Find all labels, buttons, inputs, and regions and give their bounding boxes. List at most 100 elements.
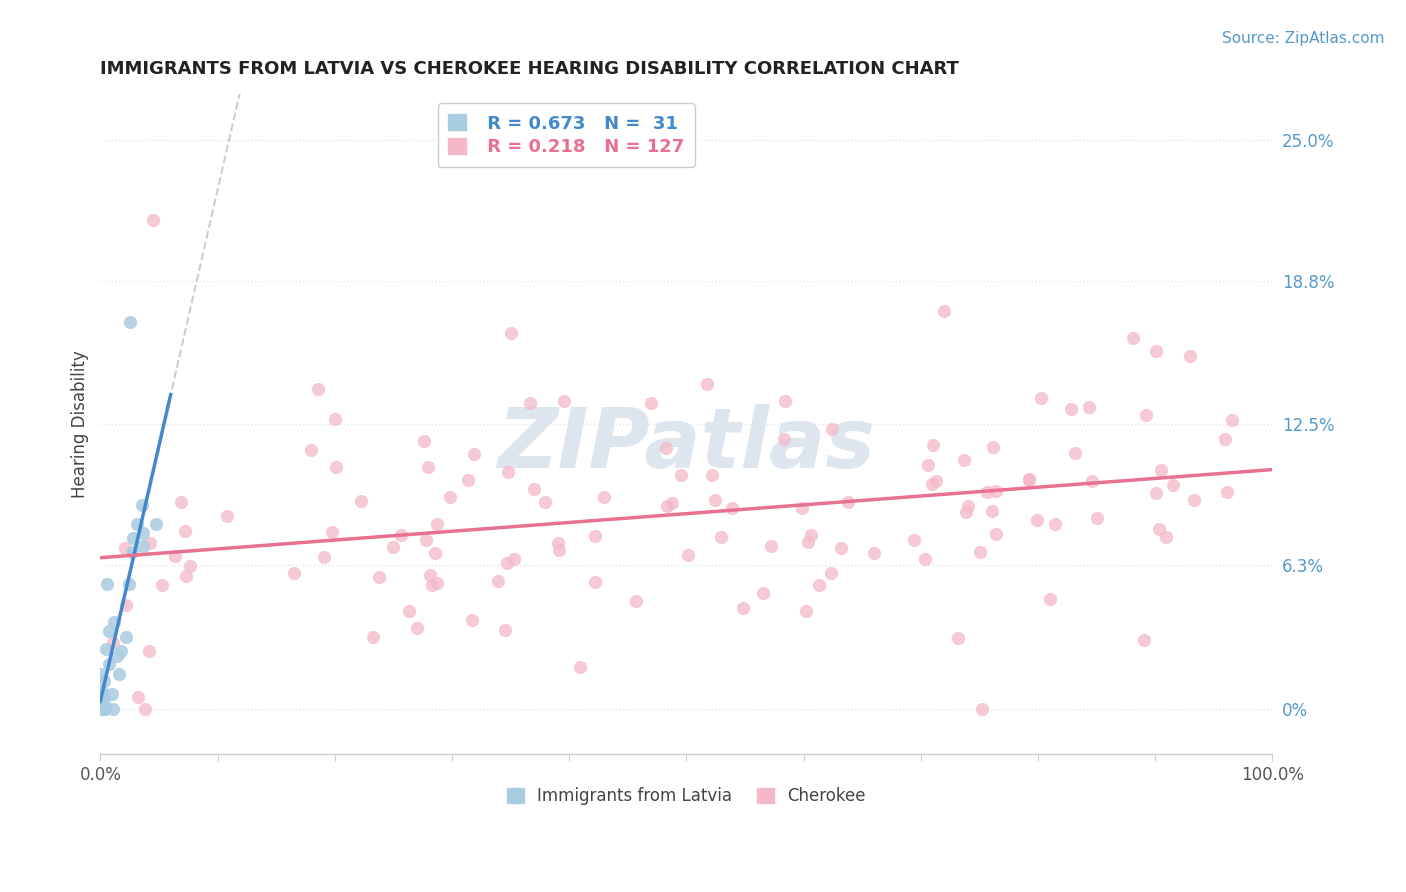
Point (90, 702, 112, 716)
Point (502, 552, 524, 566)
Point (1077, 400, 1099, 414)
Text: Source: ZipAtlas.com: Source: ZipAtlas.com (1222, 31, 1385, 46)
Point (1080, 474, 1102, 488)
Point (101, 687, 124, 701)
Point (1064, 446, 1087, 460)
Point (93, 688, 115, 702)
Point (108, 667, 131, 681)
Point (406, 621, 429, 635)
Point (103, 615, 125, 630)
Point (132, 526, 155, 541)
Point (307, 382, 329, 396)
Point (215, 508, 238, 523)
Point (323, 412, 346, 426)
Point (830, 541, 852, 555)
Point (957, 499, 980, 513)
Point (696, 377, 718, 392)
Point (125, 516, 148, 531)
Point (934, 303, 956, 318)
Point (553, 394, 575, 409)
Point (583, 575, 606, 590)
Point (1163, 478, 1185, 492)
Point (127, 690, 149, 704)
Point (955, 504, 977, 518)
Point (418, 459, 440, 474)
Point (91, 685, 114, 699)
Point (117, 576, 139, 591)
Point (368, 569, 391, 583)
Point (170, 494, 193, 508)
Point (1182, 493, 1205, 508)
Point (139, 536, 162, 550)
Point (419, 567, 441, 582)
Point (174, 524, 197, 539)
Point (1085, 510, 1108, 524)
Point (134, 702, 156, 716)
Point (624, 593, 647, 607)
Point (710, 530, 733, 544)
Point (523, 482, 546, 496)
Point (425, 546, 447, 560)
Y-axis label: Hearing Disability: Hearing Disability (72, 351, 89, 499)
Point (548, 543, 571, 558)
Point (499, 326, 522, 341)
Point (91, 702, 114, 716)
Point (439, 490, 461, 504)
Point (790, 500, 813, 515)
Point (917, 458, 939, 472)
Point (1122, 331, 1144, 345)
Point (519, 395, 541, 409)
Point (495, 556, 517, 570)
Point (922, 437, 945, 451)
Point (463, 446, 485, 460)
Point (94, 641, 117, 656)
Point (862, 546, 884, 560)
Point (283, 566, 305, 580)
Point (1144, 344, 1167, 359)
Point (138, 644, 160, 658)
Point (415, 533, 437, 547)
Point (720, 501, 742, 516)
Point (426, 576, 449, 591)
Point (115, 599, 138, 613)
Point (145, 517, 167, 532)
Point (533, 495, 555, 509)
Point (703, 493, 725, 508)
Point (101, 636, 124, 650)
Point (350, 493, 373, 508)
Point (1150, 463, 1173, 477)
Point (984, 484, 1007, 499)
Point (903, 533, 925, 548)
Point (1180, 349, 1202, 363)
Point (981, 440, 1004, 454)
Point (655, 500, 678, 514)
Legend: Immigrants from Latvia, Cherokee: Immigrants from Latvia, Cherokee (501, 780, 872, 812)
Point (150, 578, 173, 592)
Point (122, 531, 145, 545)
Point (91, 702, 114, 716)
Point (700, 467, 723, 482)
Point (90, 666, 112, 681)
Point (821, 422, 844, 436)
Point (494, 623, 516, 637)
Point (110, 644, 132, 658)
Point (94, 702, 117, 716)
Point (118, 315, 141, 329)
Point (496, 465, 519, 479)
Point (93, 673, 115, 688)
Point (121, 545, 143, 559)
Point (91, 699, 114, 714)
Point (837, 494, 859, 508)
Point (914, 552, 936, 566)
Point (976, 485, 998, 500)
Point (1018, 473, 1040, 487)
Point (820, 566, 842, 581)
Point (759, 539, 782, 553)
Point (382, 541, 405, 555)
Point (1222, 413, 1244, 427)
Point (114, 541, 136, 556)
Point (773, 393, 796, 408)
Point (486, 574, 509, 589)
Point (970, 702, 993, 716)
Point (413, 434, 436, 449)
